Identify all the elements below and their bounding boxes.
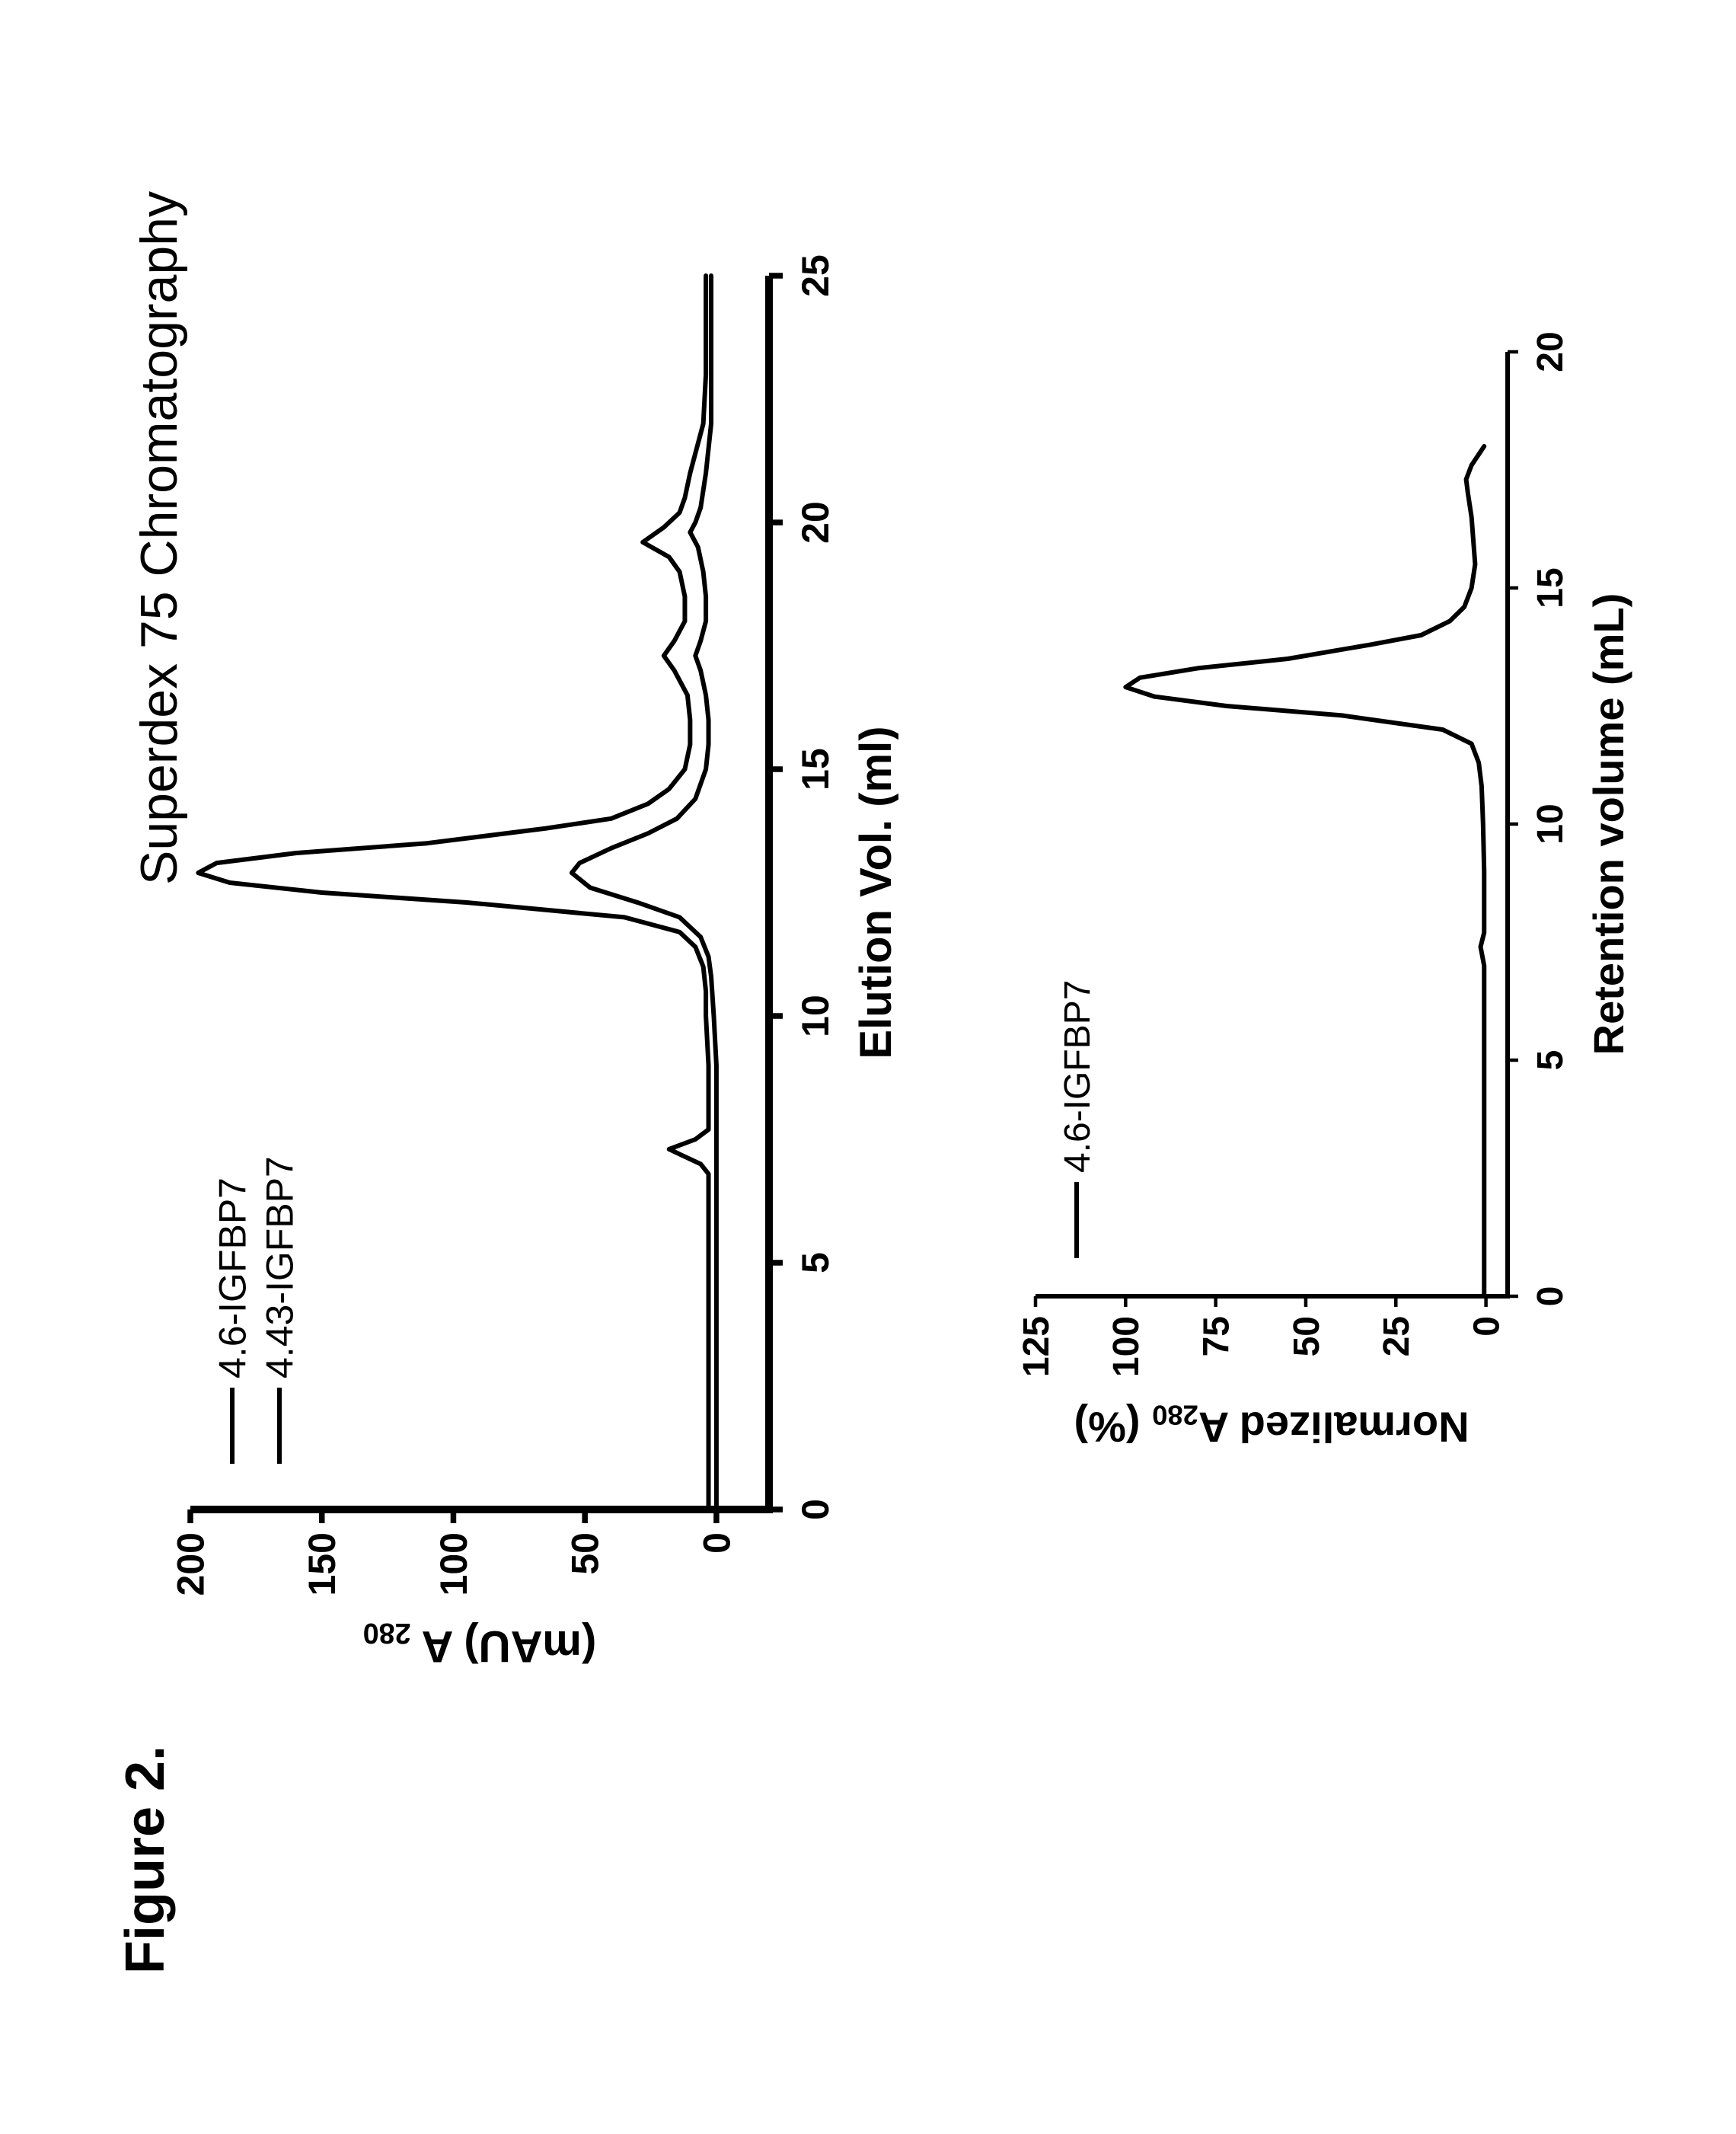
svg-text:100: 100 bbox=[432, 1532, 475, 1596]
svg-text:5: 5 bbox=[794, 1252, 837, 1273]
svg-text:125: 125 bbox=[1016, 1316, 1057, 1377]
svg-text:Normalized A280 (%): Normalized A280 (%) bbox=[1074, 1399, 1469, 1451]
svg-text:50: 50 bbox=[564, 1532, 607, 1575]
svg-text:4.6-IGFBP7: 4.6-IGFBP7 bbox=[1058, 980, 1098, 1173]
chart-b: 0 5 10 15 20 0 25 50 75 100 125 Retention volume (m… bbox=[1013, 329, 1637, 1456]
svg-text:50: 50 bbox=[1287, 1316, 1327, 1356]
svg-text:20: 20 bbox=[1530, 331, 1571, 372]
svg-text:Retention volume (mL): Retention volume (mL) bbox=[1584, 593, 1632, 1056]
svg-text:10: 10 bbox=[794, 995, 837, 1037]
svg-text:0: 0 bbox=[794, 1499, 837, 1520]
svg-text:15: 15 bbox=[1530, 567, 1571, 608]
svg-text:25: 25 bbox=[794, 254, 837, 297]
page: Figure 2. Superdex 75 Chromatography 051… bbox=[0, 0, 1736, 2134]
chart-a: 0 5 10 15 20 25 0 50 100 150 200 Elution Vol. (ml) (… bbox=[168, 253, 898, 1669]
svg-text:150: 150 bbox=[301, 1532, 343, 1596]
svg-text:100: 100 bbox=[1106, 1316, 1147, 1377]
svg-text:15: 15 bbox=[794, 748, 837, 791]
svg-text:10: 10 bbox=[1530, 803, 1571, 844]
svg-text:(mAU) A 280: (mAU) A 280 bbox=[363, 1618, 597, 1670]
figure-title: Figure 2. bbox=[114, 1746, 177, 1974]
svg-text:Elution Vol. (ml): Elution Vol. (ml) bbox=[851, 726, 898, 1059]
rotated-canvas: Figure 2. Superdex 75 Chromatography 051… bbox=[0, 0, 1736, 2134]
svg-text:4.43-IGFBP7: 4.43-IGFBP7 bbox=[259, 1156, 302, 1378]
svg-text:20: 20 bbox=[794, 501, 837, 544]
svg-text:0: 0 bbox=[695, 1532, 738, 1554]
svg-text:200: 200 bbox=[170, 1532, 212, 1596]
svg-text:75: 75 bbox=[1196, 1316, 1237, 1356]
svg-text:5: 5 bbox=[1530, 1050, 1571, 1071]
svg-text:0: 0 bbox=[1466, 1316, 1507, 1337]
svg-text:0: 0 bbox=[1530, 1286, 1571, 1307]
svg-text:4.6-IGFBP7: 4.6-IGFBP7 bbox=[212, 1177, 254, 1378]
svg-text:25: 25 bbox=[1377, 1316, 1417, 1356]
